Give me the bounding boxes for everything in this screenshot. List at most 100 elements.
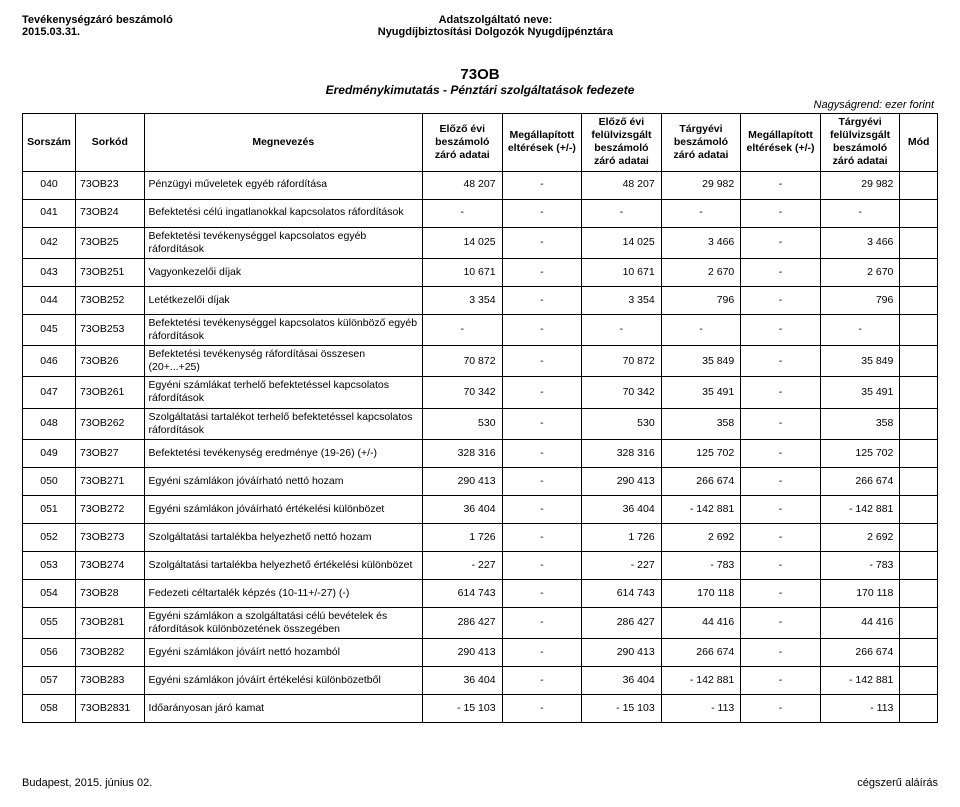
cell-value: 290 413 [582, 467, 662, 495]
cell-sorkod: 73OB251 [76, 258, 145, 286]
cell-megnevezes: Egyéni számlákon a szolgáltatási célú be… [144, 607, 422, 638]
cell-value [900, 171, 938, 199]
table-row: 05273OB273Szolgáltatási tartalékba helye… [23, 523, 938, 551]
cell-value: - [741, 639, 821, 667]
cell-value: - [741, 171, 821, 199]
cell-sorszam: 041 [23, 199, 76, 227]
cell-value: - [741, 346, 821, 377]
cell-value: - [502, 346, 582, 377]
cell-value: 358 [820, 408, 900, 439]
cell-sorszam: 046 [23, 346, 76, 377]
cell-value: - [502, 667, 582, 695]
table-row: 05673OB282Egyéni számlákon jóváírt nettó… [23, 639, 938, 667]
cell-value: - [741, 579, 821, 607]
cell-value: 36 404 [423, 667, 503, 695]
table-row: 04973OB27Befektetési tevékenység eredmén… [23, 439, 938, 467]
cell-value: - [741, 314, 821, 345]
cell-sorszam: 042 [23, 227, 76, 258]
cell-sorszam: 043 [23, 258, 76, 286]
cell-value: 1 726 [582, 523, 662, 551]
cell-value: 3 466 [820, 227, 900, 258]
cell-value: 48 207 [423, 171, 503, 199]
table-body: 04073OB23Pénzügyi műveletek egyéb ráford… [23, 171, 938, 723]
cell-sorszam: 049 [23, 439, 76, 467]
cell-value [900, 607, 938, 638]
cell-value: - [502, 579, 582, 607]
table-row: 05073OB271Egyéni számlákon jóváírható ne… [23, 467, 938, 495]
cell-value: 1 726 [423, 523, 503, 551]
cell-value: - [502, 551, 582, 579]
cell-value [900, 346, 938, 377]
cell-value: 3 354 [582, 286, 662, 314]
cell-value [900, 199, 938, 227]
form-code: 73OB [22, 66, 938, 83]
col-megnevezes: Megnevezés [144, 114, 422, 172]
cell-value: 48 207 [582, 171, 662, 199]
cell-value: - 783 [661, 551, 741, 579]
provider-label: Adatszolgáltató neve: [213, 14, 778, 26]
table-row: 04573OB253Befektetési tevékenységgel kap… [23, 314, 938, 345]
col-prev-rev: Előző évi felülvizsgált beszámoló záró a… [582, 114, 662, 172]
cell-value: - [502, 695, 582, 723]
cell-value: 2 670 [820, 258, 900, 286]
table-header-row: Sorszám Sorkód Megnevezés Előző évi besz… [23, 114, 938, 172]
table-row: 05773OB283Egyéni számlákon jóváírt érték… [23, 667, 938, 695]
cell-megnevezes: Szolgáltatási tartalékba helyezhető érté… [144, 551, 422, 579]
cell-value: - [741, 523, 821, 551]
cell-sorkod: 73OB27 [76, 439, 145, 467]
cell-value: 70 342 [423, 377, 503, 408]
cell-value: 286 427 [582, 607, 662, 638]
cell-value: 35 491 [820, 377, 900, 408]
cell-value: - [502, 377, 582, 408]
cell-value: 36 404 [582, 667, 662, 695]
cell-value: 14 025 [582, 227, 662, 258]
cell-sorkod: 73OB271 [76, 467, 145, 495]
cell-value: - [741, 258, 821, 286]
cell-value [900, 495, 938, 523]
cell-value: 3 466 [661, 227, 741, 258]
cell-sorszam: 051 [23, 495, 76, 523]
cell-value: 266 674 [820, 467, 900, 495]
cell-value: - [741, 286, 821, 314]
page-header: Tevékenységzáró beszámoló 2015.03.31. Ad… [22, 14, 938, 38]
cell-value [900, 639, 938, 667]
cell-value: - 142 881 [820, 667, 900, 695]
cell-megnevezes: Fedezeti céltartalék képzés (10-11+/-27)… [144, 579, 422, 607]
cell-value [900, 286, 938, 314]
cell-value: - [661, 199, 741, 227]
cell-value: 530 [423, 408, 503, 439]
cell-sorkod: 73OB2831 [76, 695, 145, 723]
cell-value: - [502, 199, 582, 227]
cell-sorszam: 053 [23, 551, 76, 579]
cell-value: - 142 881 [661, 495, 741, 523]
cell-megnevezes: Egyéni számlákon jóváírható értékelési k… [144, 495, 422, 523]
table-row: 04373OB251Vagyonkezelői díjak10 671-10 6… [23, 258, 938, 286]
cell-value: - 15 103 [423, 695, 503, 723]
cell-value: - 783 [820, 551, 900, 579]
cell-sorkod: 73OB24 [76, 199, 145, 227]
cell-value [900, 377, 938, 408]
cell-sorkod: 73OB253 [76, 314, 145, 345]
cell-value: - [741, 551, 821, 579]
cell-value: - [502, 314, 582, 345]
form-subtitle: Eredménykimutatás - Pénztári szolgáltatá… [22, 83, 938, 97]
cell-value [900, 439, 938, 467]
cell-value: - [582, 314, 662, 345]
cell-value: 796 [820, 286, 900, 314]
cell-value: - [502, 495, 582, 523]
cell-sorkod: 73OB23 [76, 171, 145, 199]
cell-sorszam: 045 [23, 314, 76, 345]
col-mod: Mód [900, 114, 938, 172]
cell-value: 170 118 [820, 579, 900, 607]
table-head: Sorszám Sorkód Megnevezés Előző évi besz… [23, 114, 938, 172]
footer-signature: cégszerű aláírás [857, 777, 938, 789]
table-row: 05473OB28Fedezeti céltartalék képzés (10… [23, 579, 938, 607]
cell-sorkod: 73OB25 [76, 227, 145, 258]
cell-value: - [502, 639, 582, 667]
cell-value: 286 427 [423, 607, 503, 638]
cell-value: - [741, 227, 821, 258]
cell-megnevezes: Szolgáltatási tartalékba helyezhető nett… [144, 523, 422, 551]
cell-value: - [582, 199, 662, 227]
table-row: 04173OB24Befektetési célú ingatlanokkal … [23, 199, 938, 227]
cell-value: 170 118 [661, 579, 741, 607]
